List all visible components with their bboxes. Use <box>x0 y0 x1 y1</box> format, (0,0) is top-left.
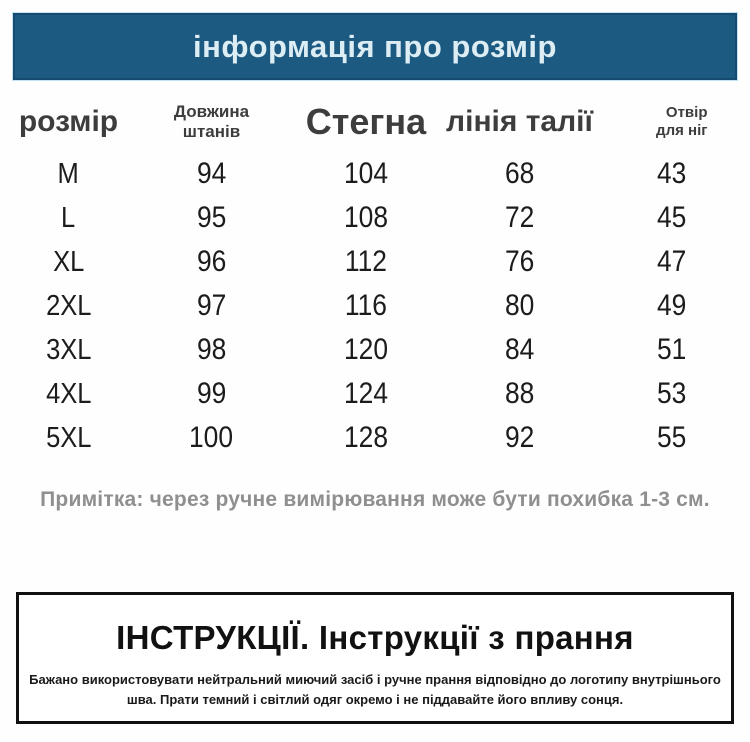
cell-value: 100 <box>189 421 234 454</box>
cell-value: 2XL <box>45 290 92 322</box>
cell-value: 128 <box>343 421 389 454</box>
cell-size: L <box>0 196 137 240</box>
size-table-header-row: розмір Довжина штанів Стегна лінія талії Отв… <box>0 92 750 152</box>
cell-leg_opening: 51 <box>593 328 750 372</box>
cell-value: 84 <box>504 333 535 366</box>
cell-pants_length: 97 <box>137 284 286 328</box>
cell-value: 51 <box>656 333 687 366</box>
cell-value: 43 <box>656 157 687 190</box>
column-header-label: Довжина штанів <box>173 102 250 141</box>
size-info-header-bar: інформація про розмір <box>12 12 738 81</box>
cell-value: 116 <box>344 289 388 322</box>
cell-value: 5XL <box>45 422 92 454</box>
cell-waist_line: 88 <box>446 372 593 416</box>
cell-waist_line: 84 <box>446 328 593 372</box>
column-header-leg_opening: Отвір для ніг <box>593 92 750 152</box>
cell-pants_length: 100 <box>137 416 286 460</box>
cell-value: 55 <box>656 421 687 454</box>
cell-value: 97 <box>196 289 227 322</box>
cell-value: 53 <box>656 377 687 410</box>
measurement-note: Примітка: через ручне вимірювання може б… <box>40 488 710 511</box>
cell-value: 49 <box>656 289 687 322</box>
page-title: інформація про розмір <box>193 28 557 64</box>
cell-value: 76 <box>504 245 535 278</box>
cell-pants_length: 98 <box>137 328 286 372</box>
cell-value: 47 <box>656 245 687 278</box>
cell-leg_opening: 45 <box>593 196 750 240</box>
cell-leg_opening: 53 <box>593 372 750 416</box>
column-header-size: розмір <box>0 92 137 152</box>
cell-value: 72 <box>504 201 535 234</box>
cell-pants_length: 96 <box>137 240 286 284</box>
size-row-5XL: 5XL 100 128 92 55 <box>0 416 750 460</box>
cell-value: 80 <box>504 289 535 322</box>
size-row-2XL: 2XL 97 116 80 49 <box>0 284 750 328</box>
cell-hips: 116 <box>286 284 446 328</box>
cell-value: 45 <box>656 201 687 234</box>
cell-value: 95 <box>196 201 227 234</box>
care-instructions-body: Бажано використовувати нейтральний миючи… <box>29 672 721 708</box>
column-header-label: лінія талії <box>446 105 593 138</box>
cell-size: 3XL <box>0 328 137 372</box>
cell-pants_length: 99 <box>137 372 286 416</box>
cell-waist_line: 80 <box>446 284 593 328</box>
column-header-pants_length: Довжина штанів <box>137 92 286 152</box>
cell-value: 99 <box>196 377 227 410</box>
cell-hips: 104 <box>286 152 446 196</box>
care-instructions-title: ІНСТРУКЦІЇ. Інструкції з прання <box>116 619 634 656</box>
column-header-waist_line: лінія талії <box>446 92 593 152</box>
column-header-label: Отвір для ніг <box>656 104 708 139</box>
cell-value: 68 <box>504 157 535 190</box>
cell-hips: 124 <box>286 372 446 416</box>
cell-pants_length: 94 <box>137 152 286 196</box>
cell-leg_opening: 47 <box>593 240 750 284</box>
cell-size: 5XL <box>0 416 137 460</box>
cell-value: L <box>61 202 76 234</box>
size-row-M: M 94 104 68 43 <box>0 152 750 196</box>
cell-value: 104 <box>343 157 389 190</box>
size-row-4XL: 4XL 99 124 88 53 <box>0 372 750 416</box>
column-header-label: Стегна <box>305 101 427 142</box>
column-header-label: розмір <box>18 105 119 138</box>
cell-pants_length: 95 <box>137 196 286 240</box>
cell-value: 94 <box>196 157 227 190</box>
size-row-3XL: 3XL 98 120 84 51 <box>0 328 750 372</box>
cell-hips: 128 <box>286 416 446 460</box>
size-table: розмір Довжина штанів Стегна лінія талії Отв… <box>0 92 750 460</box>
cell-value: 4XL <box>45 378 92 410</box>
cell-leg_opening: 55 <box>593 416 750 460</box>
cell-hips: 112 <box>286 240 446 284</box>
cell-size: 4XL <box>0 372 137 416</box>
cell-waist_line: 92 <box>446 416 593 460</box>
cell-value: XL <box>52 246 85 278</box>
cell-leg_opening: 43 <box>593 152 750 196</box>
cell-hips: 120 <box>286 328 446 372</box>
cell-size: M <box>0 152 137 196</box>
size-row-XL: XL 96 112 76 47 <box>0 240 750 284</box>
cell-size: XL <box>0 240 137 284</box>
cell-value: 98 <box>196 333 227 366</box>
cell-hips: 108 <box>286 196 446 240</box>
size-info-page: інформація про розмір розмір Довжина штан… <box>0 12 750 742</box>
cell-value: M <box>57 158 80 190</box>
cell-value: 3XL <box>45 334 92 366</box>
cell-size: 2XL <box>0 284 137 328</box>
cell-value: 92 <box>504 421 535 454</box>
care-instructions-box: ІНСТРУКЦІЇ. Інструкції з прання Бажано в… <box>16 592 734 724</box>
cell-waist_line: 76 <box>446 240 593 284</box>
cell-value: 96 <box>196 245 227 278</box>
size-row-L: L 95 108 72 45 <box>0 196 750 240</box>
cell-value: 120 <box>343 333 389 366</box>
column-header-hips: Стегна <box>286 92 446 152</box>
cell-value: 124 <box>343 377 389 410</box>
cell-leg_opening: 49 <box>593 284 750 328</box>
cell-value: 108 <box>343 201 389 234</box>
cell-value: 112 <box>344 245 388 278</box>
cell-waist_line: 72 <box>446 196 593 240</box>
cell-value: 88 <box>504 377 535 410</box>
cell-waist_line: 68 <box>446 152 593 196</box>
